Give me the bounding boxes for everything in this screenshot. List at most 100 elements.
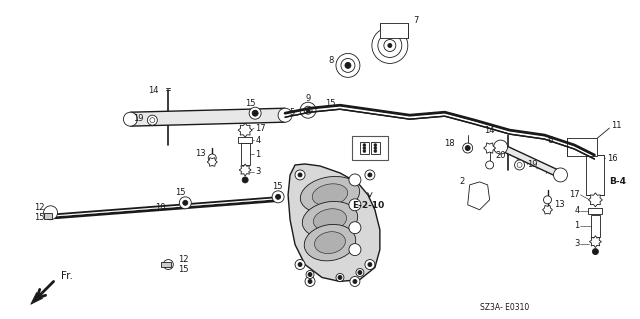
Circle shape bbox=[249, 107, 261, 119]
Circle shape bbox=[365, 170, 375, 180]
Text: 2: 2 bbox=[460, 177, 465, 186]
Text: 12: 12 bbox=[179, 255, 189, 264]
Circle shape bbox=[353, 279, 357, 284]
Circle shape bbox=[147, 115, 157, 125]
Polygon shape bbox=[484, 143, 495, 153]
Circle shape bbox=[374, 150, 377, 152]
Text: 20: 20 bbox=[495, 151, 506, 160]
Circle shape bbox=[368, 263, 372, 267]
Ellipse shape bbox=[314, 232, 346, 254]
Circle shape bbox=[465, 145, 470, 151]
Circle shape bbox=[351, 246, 359, 254]
Circle shape bbox=[593, 197, 598, 203]
Circle shape bbox=[372, 27, 408, 63]
Circle shape bbox=[374, 146, 377, 150]
Text: 15: 15 bbox=[245, 99, 255, 108]
Circle shape bbox=[349, 199, 361, 211]
Circle shape bbox=[554, 168, 568, 182]
Bar bbox=[591, 215, 600, 237]
Text: 1: 1 bbox=[255, 150, 260, 159]
Text: 17: 17 bbox=[255, 124, 266, 133]
Bar bbox=[568, 138, 597, 156]
Bar bbox=[371, 142, 380, 154]
Text: 3: 3 bbox=[255, 167, 260, 176]
Text: 13: 13 bbox=[554, 200, 565, 209]
Text: 11: 11 bbox=[611, 121, 622, 130]
Circle shape bbox=[124, 112, 138, 126]
Text: B-4: B-4 bbox=[609, 177, 627, 186]
Ellipse shape bbox=[314, 209, 347, 231]
Text: 14: 14 bbox=[484, 126, 495, 135]
Polygon shape bbox=[543, 205, 552, 214]
Text: 6: 6 bbox=[547, 136, 553, 145]
Circle shape bbox=[350, 277, 360, 286]
Polygon shape bbox=[207, 158, 217, 166]
Circle shape bbox=[306, 108, 310, 112]
Text: 13: 13 bbox=[195, 149, 206, 158]
Bar bbox=[44, 213, 52, 219]
Circle shape bbox=[183, 200, 188, 205]
Text: 15: 15 bbox=[325, 99, 335, 108]
Bar bbox=[161, 262, 172, 267]
Circle shape bbox=[351, 224, 359, 232]
Circle shape bbox=[345, 63, 351, 68]
Circle shape bbox=[276, 194, 280, 199]
Circle shape bbox=[305, 277, 315, 286]
Text: 16: 16 bbox=[607, 153, 618, 162]
Text: 18: 18 bbox=[444, 138, 454, 148]
Polygon shape bbox=[468, 182, 490, 210]
Circle shape bbox=[336, 273, 344, 281]
Circle shape bbox=[278, 108, 292, 122]
Circle shape bbox=[308, 272, 312, 277]
Circle shape bbox=[336, 54, 360, 78]
Circle shape bbox=[543, 196, 552, 204]
Circle shape bbox=[463, 143, 473, 153]
Circle shape bbox=[487, 146, 492, 151]
Circle shape bbox=[272, 191, 284, 203]
Circle shape bbox=[306, 271, 314, 278]
Ellipse shape bbox=[312, 184, 348, 206]
Text: 3: 3 bbox=[574, 239, 579, 248]
Text: 9: 9 bbox=[305, 94, 310, 103]
Text: 7: 7 bbox=[413, 16, 418, 25]
Polygon shape bbox=[31, 293, 43, 304]
Circle shape bbox=[300, 102, 316, 118]
Circle shape bbox=[474, 192, 484, 202]
Text: 19: 19 bbox=[133, 114, 144, 123]
Circle shape bbox=[517, 162, 522, 167]
Polygon shape bbox=[239, 164, 251, 176]
Circle shape bbox=[363, 144, 366, 146]
Circle shape bbox=[374, 144, 377, 146]
Circle shape bbox=[163, 260, 173, 270]
Circle shape bbox=[298, 263, 302, 267]
Text: Fr.: Fr. bbox=[61, 271, 72, 281]
Text: 1: 1 bbox=[574, 221, 579, 230]
Circle shape bbox=[243, 167, 248, 172]
Text: 15: 15 bbox=[272, 182, 282, 191]
Text: 5: 5 bbox=[289, 108, 294, 117]
Circle shape bbox=[349, 244, 361, 256]
Bar bbox=[352, 136, 388, 160]
Circle shape bbox=[593, 239, 598, 244]
Bar bbox=[586, 155, 604, 195]
Circle shape bbox=[295, 170, 305, 180]
Circle shape bbox=[242, 177, 248, 183]
Bar bbox=[241, 143, 250, 165]
Circle shape bbox=[44, 206, 58, 220]
Text: 10: 10 bbox=[156, 203, 166, 212]
Circle shape bbox=[486, 161, 493, 169]
Ellipse shape bbox=[302, 201, 358, 238]
Text: 19: 19 bbox=[527, 160, 538, 169]
Polygon shape bbox=[500, 144, 563, 178]
Circle shape bbox=[515, 160, 525, 170]
Circle shape bbox=[349, 222, 361, 234]
Circle shape bbox=[356, 269, 364, 277]
Text: 15: 15 bbox=[34, 213, 44, 222]
Circle shape bbox=[388, 43, 392, 48]
Circle shape bbox=[349, 174, 361, 186]
Polygon shape bbox=[288, 164, 380, 281]
Ellipse shape bbox=[300, 176, 360, 213]
Circle shape bbox=[363, 146, 366, 150]
Circle shape bbox=[150, 118, 155, 123]
Bar bbox=[588, 208, 602, 214]
